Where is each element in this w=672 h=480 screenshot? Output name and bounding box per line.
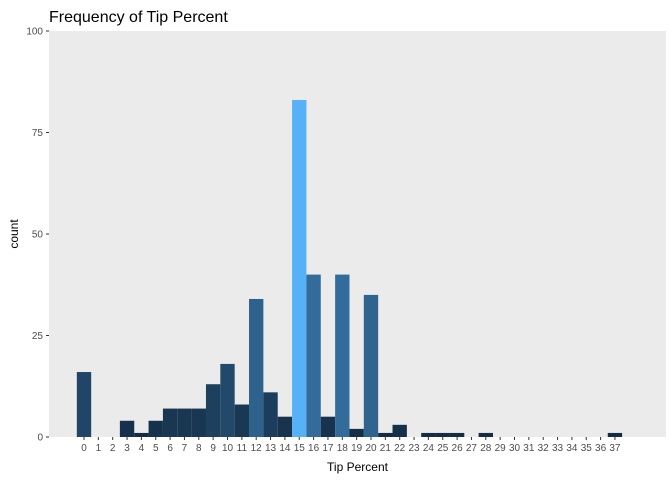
x-tick-label: 12 [251, 443, 263, 454]
bar-19 [349, 428, 364, 437]
bar-25 [435, 432, 450, 437]
x-tick-label: 31 [523, 443, 535, 454]
bar-18 [335, 274, 350, 437]
x-tick-label: 1 [96, 443, 102, 454]
bar-26 [449, 432, 465, 437]
bar-28 [478, 432, 493, 437]
bar-5 [148, 420, 163, 437]
y-tick-label: 50 [32, 230, 44, 241]
x-tick-label: 4 [139, 443, 145, 454]
x-axis: 0 1 2 3 4 5 6 7 8 9 10 11 12 13 14 15 16 17 18 19 20 21 22 23 24… [81, 437, 621, 454]
bar-17 [320, 416, 336, 437]
bar-3 [119, 420, 135, 437]
bar-10 [220, 363, 235, 437]
bar-15 [292, 100, 307, 438]
x-tick-label: 16 [308, 443, 320, 454]
bar-14 [277, 416, 293, 437]
x-tick-label: 23 [408, 443, 420, 454]
x-tick-label: 37 [609, 443, 621, 454]
x-tick-label: 22 [394, 443, 406, 454]
bar-21 [378, 432, 393, 437]
bar-9 [205, 384, 221, 437]
x-tick-label: 28 [480, 443, 492, 454]
x-tick-label: 5 [153, 443, 159, 454]
x-tick-label: 33 [552, 443, 564, 454]
x-tick-label: 15 [294, 443, 306, 454]
bar-6 [162, 408, 178, 437]
x-tick-label: 35 [581, 443, 593, 454]
bars [76, 100, 623, 438]
x-tick-label: 36 [595, 443, 607, 454]
x-tick-label: 34 [566, 443, 578, 454]
y-axis-label: count [7, 219, 21, 249]
y-tick-label: 0 [37, 433, 43, 444]
x-tick-label: 29 [495, 443, 507, 454]
bar-22 [392, 424, 407, 437]
x-tick-label: 25 [437, 443, 449, 454]
x-tick-label: 11 [237, 443, 248, 454]
bar-11 [234, 404, 250, 437]
x-tick-label: 20 [365, 443, 377, 454]
bar-7 [177, 408, 192, 437]
y-axis: 0 25 50 75 100 [26, 27, 49, 444]
x-tick-label: 3 [124, 443, 130, 454]
y-tick-label: 25 [32, 331, 44, 342]
x-tick-label: 7 [182, 443, 188, 454]
x-tick-label: 10 [222, 443, 234, 454]
x-tick-label: 8 [196, 443, 202, 454]
plot-panel [49, 31, 666, 437]
x-tick-label: 18 [337, 443, 349, 454]
x-tick-label: 17 [322, 443, 334, 454]
x-tick-label: 24 [423, 443, 435, 454]
x-tick-label: 0 [81, 443, 87, 454]
x-tick-label: 26 [452, 443, 464, 454]
x-tick-label: 32 [538, 443, 550, 454]
x-tick-label: 14 [279, 443, 291, 454]
x-tick-label: 2 [110, 443, 116, 454]
x-tick-label: 19 [351, 443, 363, 454]
x-tick-label: 13 [265, 443, 277, 454]
bar-12 [249, 298, 264, 437]
y-tick-label: 75 [32, 128, 44, 139]
x-tick-label: 27 [466, 443, 478, 454]
bar-4 [134, 432, 149, 437]
chart-title: Frequency of Tip Percent [49, 9, 228, 26]
x-axis-label: Tip Percent [327, 460, 389, 474]
x-tick-label: 30 [509, 443, 521, 454]
x-tick-label: 6 [167, 443, 173, 454]
bar-20 [363, 294, 379, 437]
y-tick-label: 100 [26, 27, 43, 38]
bar-0 [76, 372, 92, 437]
x-tick-label: 9 [210, 443, 216, 454]
bar-37 [607, 432, 623, 437]
bar-8 [191, 408, 206, 437]
x-tick-label: 21 [380, 443, 392, 454]
bar-13 [263, 392, 278, 437]
bar-24 [421, 432, 436, 437]
bar-16 [306, 274, 321, 437]
